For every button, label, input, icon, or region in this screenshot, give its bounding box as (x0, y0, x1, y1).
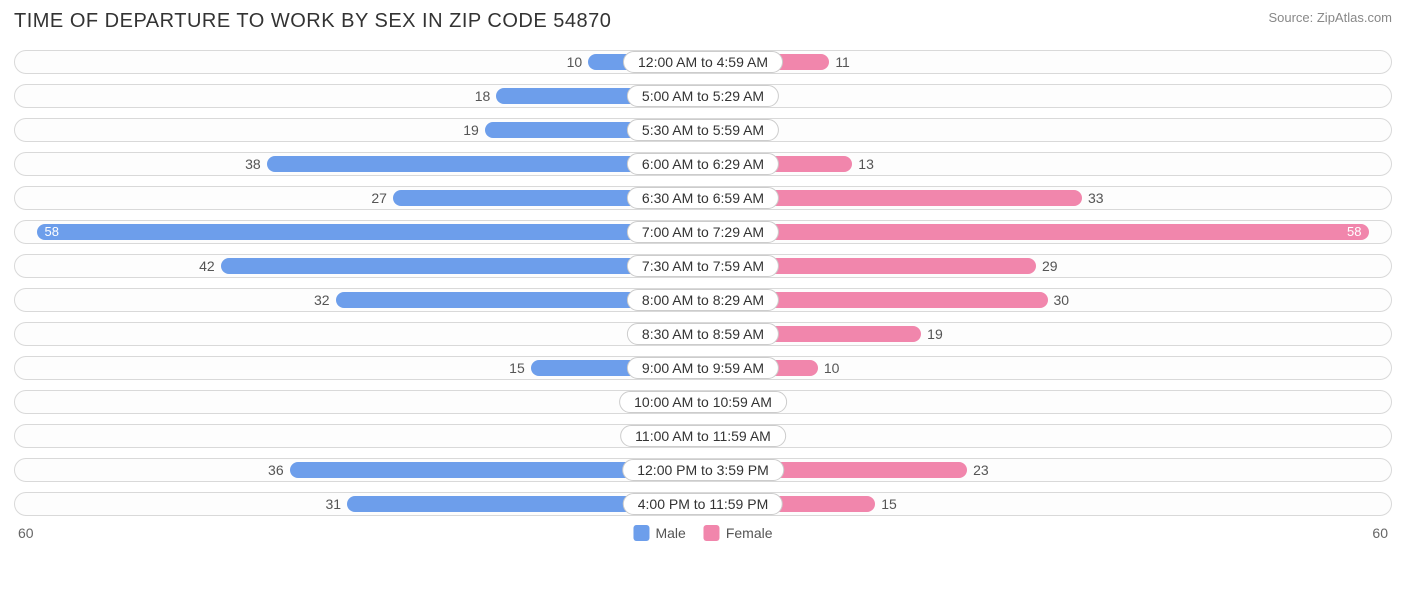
category-label: 10:00 AM to 10:59 AM (619, 391, 787, 413)
chart-footer: 60 60 Male Female (14, 523, 1392, 551)
chart-row: 58 58 7:00 AM to 7:29 AM (14, 217, 1392, 247)
value-label-male: 58 (37, 217, 67, 247)
category-label: 5:00 AM to 5:29 AM (627, 85, 779, 107)
chart-row: 31 15 4:00 PM to 11:59 PM (14, 489, 1392, 519)
category-label: 11:00 AM to 11:59 AM (620, 425, 786, 447)
value-label-female: 10 (824, 353, 840, 383)
category-label: 8:30 AM to 8:59 AM (627, 323, 779, 345)
value-label-female: 11 (835, 47, 850, 77)
chart-row: 38 13 6:00 AM to 6:29 AM (14, 149, 1392, 179)
chart-row: 1935:30 AM to 5:59 AM (14, 115, 1392, 145)
chart-row: 4198:30 AM to 8:59 AM (14, 319, 1392, 349)
category-label: 12:00 PM to 3:59 PM (622, 459, 784, 481)
value-label-male: 38 (245, 149, 261, 179)
chart-row: 10 11 12:00 AM to 4:59 AM (14, 47, 1392, 77)
category-label: 6:30 AM to 6:59 AM (627, 187, 779, 209)
diverging-bar-chart: 10 11 12:00 AM to 4:59 AM 1855:00 AM to 5:2… (14, 47, 1392, 519)
value-label-female: 33 (1088, 183, 1104, 213)
category-label: 9:00 AM to 9:59 AM (627, 357, 779, 379)
category-label: 5:30 AM to 5:59 AM (627, 119, 779, 141)
value-label-female: 30 (1054, 285, 1070, 315)
value-label-male: 42 (199, 251, 215, 281)
chart-row: 27 33 6:30 AM to 6:59 AM (14, 183, 1392, 213)
legend-item-male: Male (633, 525, 685, 541)
category-label: 7:00 AM to 7:29 AM (627, 221, 779, 243)
category-label: 8:00 AM to 8:29 AM (627, 289, 779, 311)
axis-max-right: 60 (1372, 525, 1388, 541)
value-label-male: 15 (509, 353, 525, 383)
value-label-female: 23 (973, 455, 989, 485)
value-label-male: 27 (371, 183, 387, 213)
chart-title: TIME OF DEPARTURE TO WORK BY SEX IN ZIP … (14, 10, 611, 33)
legend: Male Female (633, 525, 772, 541)
category-label: 12:00 AM to 4:59 AM (623, 51, 783, 73)
value-label-female: 58 (1339, 217, 1369, 247)
chart-row: 42 29 7:30 AM to 7:59 AM (14, 251, 1392, 281)
chart-row: 36 23 12:00 PM to 3:59 PM (14, 455, 1392, 485)
chart-header: TIME OF DEPARTURE TO WORK BY SEX IN ZIP … (14, 10, 1392, 33)
bar-female (703, 224, 1369, 240)
category-label: 4:00 PM to 11:59 PM (623, 493, 783, 515)
value-label-female: 19 (927, 319, 943, 349)
axis-max-left: 60 (18, 525, 34, 541)
value-label-male: 36 (268, 455, 284, 485)
value-label-female: 29 (1042, 251, 1058, 281)
value-label-male: 10 (567, 47, 583, 77)
legend-item-female: Female (704, 525, 773, 541)
value-label-female: 15 (881, 489, 897, 519)
chart-row: 15 10 9:00 AM to 9:59 AM (14, 353, 1392, 383)
value-label-male: 31 (325, 489, 341, 519)
legend-swatch-male (633, 525, 649, 541)
category-label: 7:30 AM to 7:59 AM (627, 255, 779, 277)
bar-male (37, 224, 703, 240)
chart-row: 1855:00 AM to 5:29 AM (14, 81, 1392, 111)
chart-row: 3310:00 AM to 10:59 AM (14, 387, 1392, 417)
chart-source: Source: ZipAtlas.com (1268, 10, 1392, 25)
value-label-male: 19 (463, 115, 479, 145)
legend-label-female: Female (726, 525, 773, 541)
chart-row: 5211:00 AM to 11:59 AM (14, 421, 1392, 451)
category-label: 6:00 AM to 6:29 AM (627, 153, 779, 175)
legend-swatch-female (704, 525, 720, 541)
value-label-male: 18 (475, 81, 491, 111)
chart-row: 32 30 8:00 AM to 8:29 AM (14, 285, 1392, 315)
legend-label-male: Male (655, 525, 685, 541)
value-label-female: 13 (858, 149, 874, 179)
value-label-male: 32 (314, 285, 330, 315)
